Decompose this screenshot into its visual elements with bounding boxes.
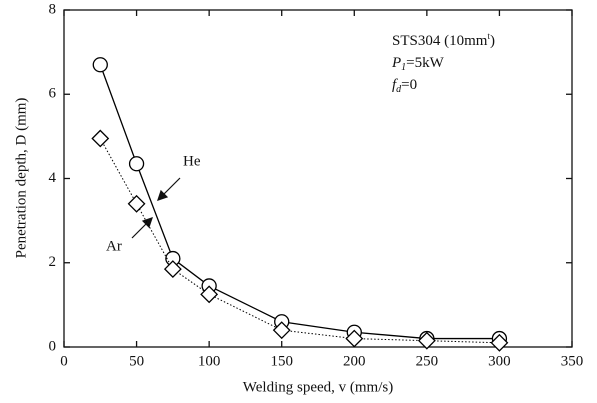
- y-axis-label: Penetration depth, D (mm): [13, 98, 29, 259]
- x-tick-label: 350: [561, 353, 584, 369]
- annotation-text: f: [392, 77, 398, 93]
- y-tick-label: 2: [49, 254, 57, 270]
- annotation-sub: d: [396, 84, 402, 95]
- marker: [127, 194, 146, 213]
- y-tick-label: 8: [49, 1, 57, 17]
- annotation-text: STS304 (10mm: [392, 33, 488, 49]
- marker: [200, 285, 219, 304]
- series-line: [99, 138, 500, 344]
- annotation: P1=5kW: [391, 55, 445, 73]
- series-line: [99, 64, 500, 340]
- series-label: He: [183, 153, 201, 169]
- annotation-text: P: [391, 55, 401, 71]
- marker: [92, 57, 108, 73]
- plot-frame: [63, 9, 573, 348]
- marker: [345, 329, 364, 348]
- arrow-head: [157, 189, 169, 201]
- annotation: STS304 (10mmt): [392, 31, 495, 49]
- annotation-text: =5kW: [406, 55, 444, 71]
- x-tick-label: 200: [343, 353, 366, 369]
- x-axis-label: Welding speed, v (mm/s): [243, 379, 393, 395]
- marker: [417, 331, 436, 350]
- annotation-sup: t: [487, 31, 490, 41]
- marker: [128, 156, 145, 172]
- x-tick-label: 250: [416, 353, 439, 369]
- x-tick-label: 0: [60, 353, 68, 369]
- annotation-text: ): [490, 33, 495, 49]
- annotation: fd=0: [392, 77, 417, 95]
- annotation-text: =0: [401, 77, 417, 93]
- x-tick-label: 100: [198, 353, 221, 369]
- marker: [91, 129, 110, 148]
- y-tick-label: 6: [49, 86, 57, 102]
- marker: [272, 321, 291, 340]
- arrows: [131, 177, 181, 239]
- arrow-head: [141, 217, 153, 229]
- series-label: Ar: [106, 238, 122, 254]
- annotation-sub: 1: [401, 62, 406, 73]
- x-tick-label: 300: [488, 353, 511, 369]
- x-tick-label: 50: [129, 353, 144, 369]
- marker: [490, 333, 509, 352]
- y-tick-label: 0: [49, 338, 57, 354]
- x-tick-label: 150: [270, 353, 293, 369]
- marker: [163, 260, 182, 278]
- y-tick-label: 4: [49, 170, 57, 186]
